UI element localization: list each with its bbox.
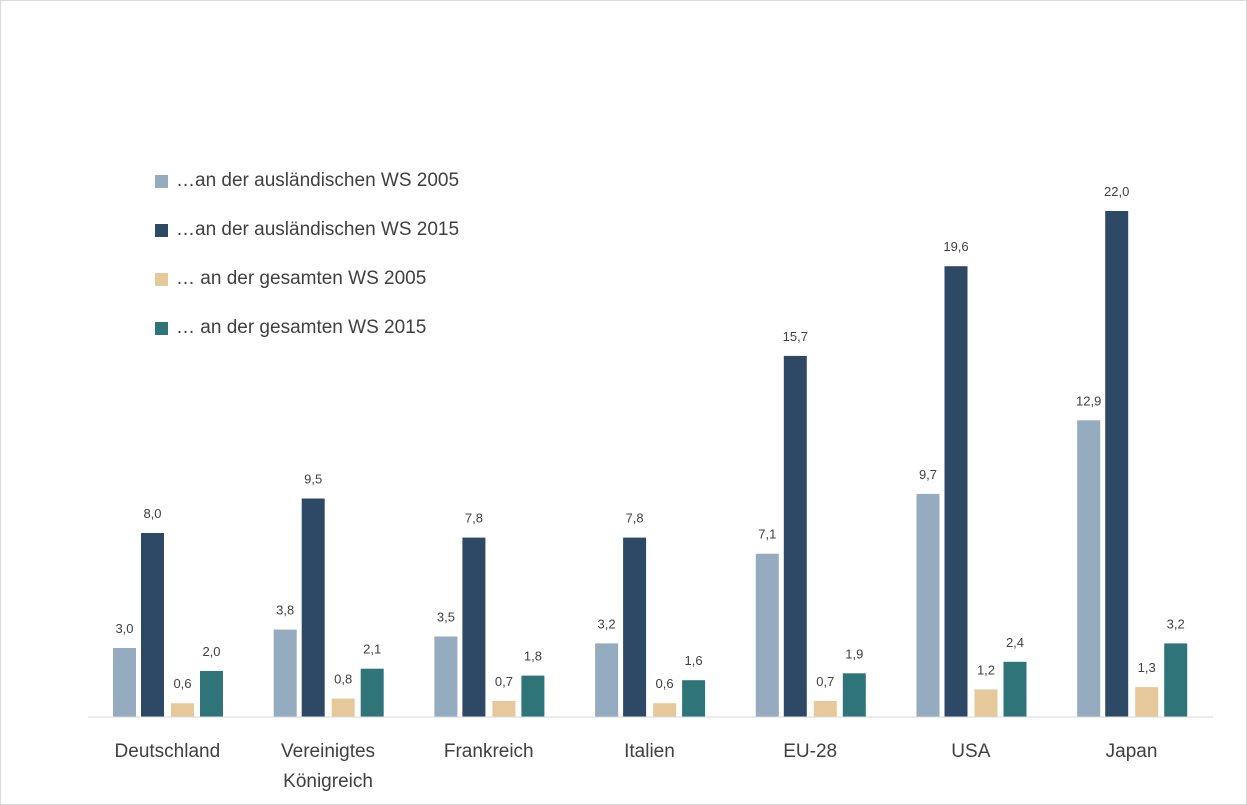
- legend-item: …an der ausländischen WS 2015: [155, 219, 459, 241]
- bar: [113, 648, 136, 717]
- legend-label: …an der ausländischen WS 2005: [176, 170, 460, 191]
- data-label: 8,0: [143, 506, 161, 521]
- bar: [682, 680, 706, 717]
- data-label: 1,9: [845, 646, 863, 661]
- data-label: 3,0: [115, 621, 133, 636]
- bar: [1164, 643, 1188, 717]
- bar: [783, 355, 807, 717]
- bar: [1077, 420, 1101, 717]
- bar: [331, 698, 355, 717]
- bar: [974, 689, 998, 717]
- data-label: 7,8: [626, 511, 644, 526]
- legend-swatch: [155, 321, 168, 335]
- legend-item: … an der gesamten WS 2015: [155, 317, 426, 339]
- bar: [492, 700, 516, 717]
- category-label: Königreich: [283, 771, 373, 792]
- data-label: 7,8: [465, 511, 483, 526]
- legend-label: … an der gesamten WS 2015: [176, 317, 427, 338]
- data-label: 0,6: [656, 676, 674, 691]
- bar: [200, 671, 223, 717]
- category-label: EU-28: [783, 741, 837, 762]
- bar: [595, 643, 619, 717]
- legend-label: … an der gesamten WS 2005: [176, 268, 427, 289]
- bar: [434, 636, 458, 717]
- bar: [301, 498, 325, 717]
- bar: [1003, 661, 1027, 717]
- data-label: 1,6: [685, 653, 703, 668]
- bar: [944, 266, 968, 717]
- data-label: 3,5: [437, 610, 455, 625]
- data-label: 1,3: [1138, 660, 1156, 675]
- data-label: 9,5: [304, 472, 322, 487]
- category-label: Italien: [624, 741, 675, 762]
- data-label: 1,8: [524, 649, 542, 664]
- legend-item: …an der ausländischen WS 2005: [155, 170, 459, 192]
- data-label: 0,7: [816, 674, 834, 689]
- category-labels-layer: Deutschland Vereinigtes Königreich Frankrei…: [115, 741, 1158, 792]
- data-label: 0,7: [495, 674, 513, 689]
- data-label: 7,1: [758, 527, 776, 542]
- bar: [462, 537, 486, 717]
- category-label: Vereinigtes: [281, 741, 375, 762]
- data-label: 0,8: [334, 672, 352, 687]
- data-label: 12,9: [1076, 393, 1101, 408]
- bar: [1135, 687, 1159, 717]
- bar: [916, 493, 940, 717]
- legend-swatch: [155, 223, 168, 237]
- value-labels-layer: 3,0 8,0 0,6 2,0 3,8 9,5 0,8 2,1 3,5 7,8 0,7 1,8 3,2 7…: [115, 184, 1184, 691]
- bar: [755, 553, 779, 717]
- category-label: Frankreich: [444, 741, 534, 762]
- data-label: 2,1: [363, 642, 381, 657]
- data-label: 9,7: [919, 467, 937, 482]
- legend-swatch: [155, 174, 168, 188]
- bar: [141, 533, 164, 717]
- category-label: USA: [951, 741, 990, 762]
- data-label: 2,4: [1006, 635, 1024, 650]
- bar: [1105, 211, 1129, 717]
- data-label: 2,0: [202, 644, 220, 659]
- bar: [623, 537, 647, 717]
- bar: [273, 629, 297, 717]
- category-label: Japan: [1106, 741, 1158, 762]
- data-label: 0,6: [173, 676, 191, 691]
- data-label: 1,2: [977, 662, 995, 677]
- data-label: 19,6: [943, 239, 968, 254]
- data-label: 3,2: [1167, 616, 1185, 631]
- legend-label: …an der ausländischen WS 2015: [176, 219, 460, 240]
- data-label: 3,2: [598, 616, 616, 631]
- bar: [171, 703, 194, 717]
- bars-layer: [113, 211, 1188, 717]
- bar: [842, 673, 866, 717]
- legend-swatch: [155, 272, 168, 286]
- bar: [360, 668, 384, 717]
- bar: [521, 675, 545, 717]
- category-label: Deutschland: [115, 741, 221, 762]
- bar: [653, 703, 677, 717]
- data-label: 15,7: [783, 329, 808, 344]
- bar: [813, 700, 837, 717]
- legend-item: … an der gesamten WS 2005: [155, 268, 426, 290]
- data-label: 3,8: [276, 603, 294, 618]
- data-label: 22,0: [1104, 184, 1129, 199]
